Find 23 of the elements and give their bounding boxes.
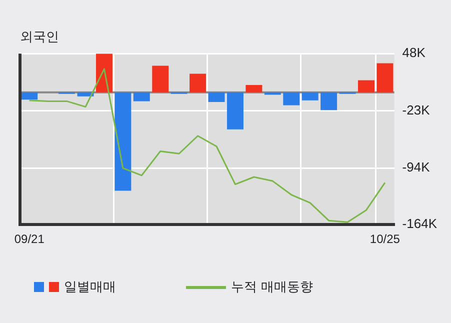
y-tick-label: 48K: [402, 45, 426, 60]
legend-label: 일별매매: [64, 279, 116, 296]
x-tick-label: 09/21: [14, 232, 45, 246]
bar: [208, 92, 225, 102]
legend-label: 누적 매매동향: [231, 279, 314, 296]
bar: [246, 85, 262, 92]
bar: [376, 63, 394, 92]
bar: [226, 92, 244, 130]
bar: [283, 92, 300, 106]
bar: [152, 66, 169, 92]
y-tick-label: -94K: [402, 160, 430, 175]
bar: [96, 54, 112, 92]
y-tick-label: -23K: [402, 102, 430, 118]
chart-title: 외국인: [20, 30, 59, 46]
bar: [302, 92, 318, 100]
bar: [114, 92, 132, 191]
bar: [133, 92, 150, 102]
x-tick-label: 10/25: [370, 232, 400, 246]
bar: [21, 92, 38, 100]
y-tick-label: -164K: [402, 216, 438, 232]
bar: [358, 80, 374, 92]
bar: [320, 92, 338, 110]
bar: [190, 74, 206, 92]
